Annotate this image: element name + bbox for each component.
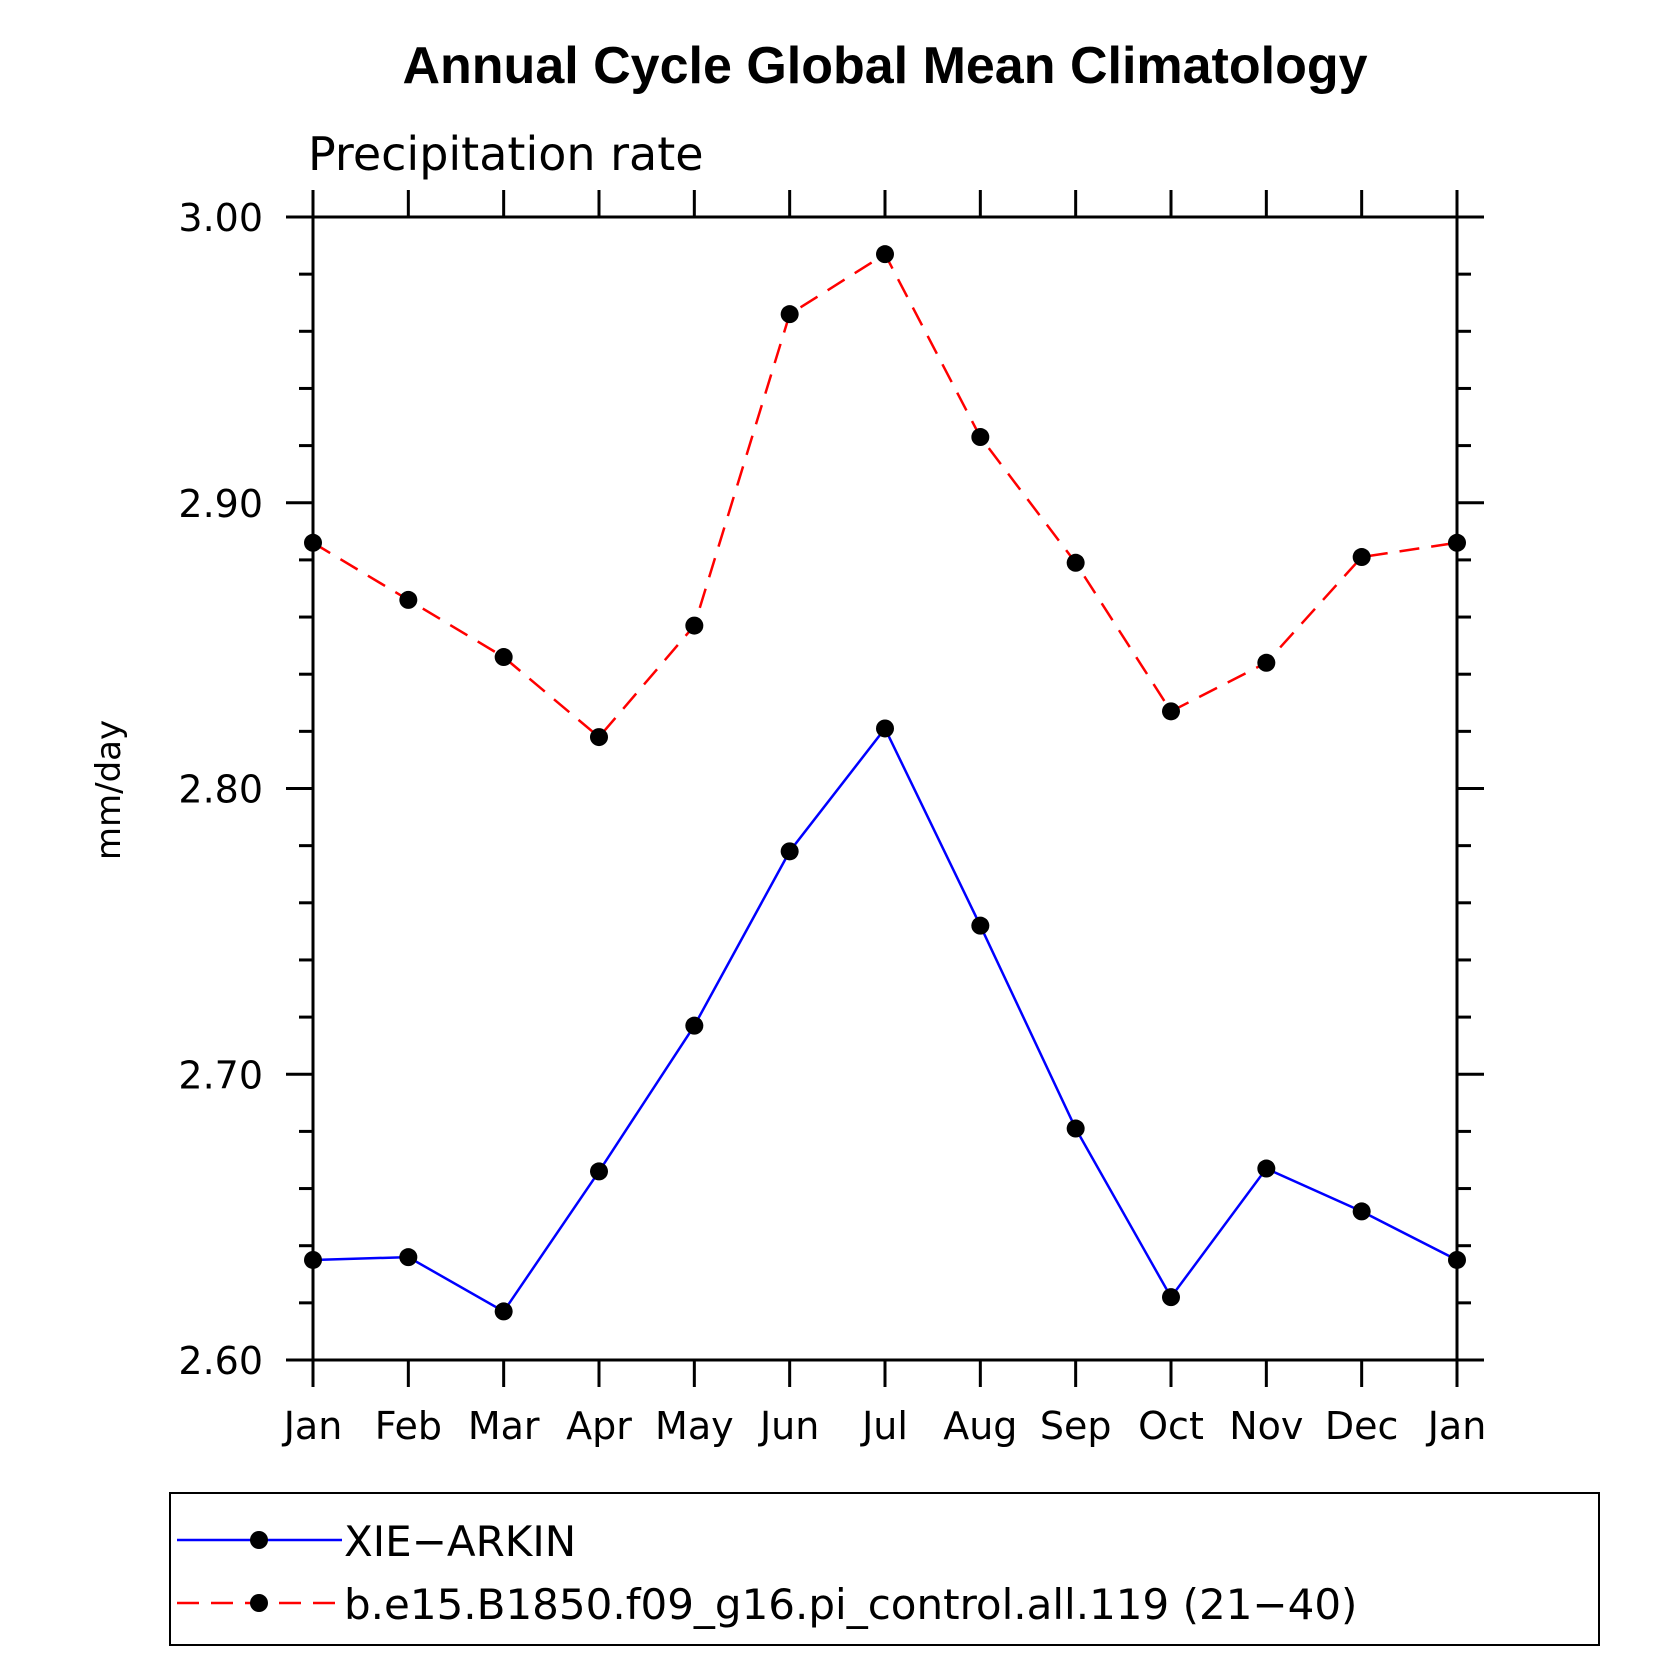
series-line-2	[312, 252, 1458, 739]
y-tick-label: 3.00	[178, 196, 263, 240]
legend-marker	[250, 1531, 268, 1549]
y-tick-label: 2.60	[178, 1339, 263, 1383]
data-point	[590, 1162, 608, 1181]
x-tick-label: Jan	[282, 1404, 343, 1448]
data-point	[780, 305, 799, 324]
data-point	[494, 1302, 513, 1321]
legend-marker	[250, 1594, 268, 1612]
data-point	[1162, 702, 1180, 721]
x-tick-label: Oct	[1138, 1404, 1204, 1448]
y-axis-label: mm/day	[89, 720, 129, 860]
y-tick-label: 2.80	[178, 768, 263, 812]
data-point	[494, 648, 513, 667]
x-tick-label: Nov	[1229, 1404, 1303, 1448]
x-tick-label: Feb	[375, 1404, 442, 1448]
data-point	[685, 1016, 704, 1035]
x-tick-label: Mar	[468, 1404, 540, 1448]
plot-frame	[311, 215, 1459, 1362]
data-point	[1257, 1159, 1276, 1178]
y-tick-label: 2.70	[178, 1053, 263, 1097]
data-point	[971, 428, 990, 447]
data-point	[1352, 1202, 1371, 1221]
data-point	[1066, 1119, 1085, 1138]
x-tick-label: Aug	[943, 1404, 1017, 1448]
x-tick-label: Apr	[566, 1404, 632, 1448]
data-point	[876, 719, 894, 738]
data-point	[780, 842, 799, 861]
x-tick-label: May	[655, 1404, 734, 1448]
data-point	[1162, 1288, 1180, 1307]
x-tick-label: Jan	[1426, 1404, 1487, 1448]
data-point	[685, 616, 704, 635]
series-line-1	[312, 726, 1458, 1314]
x-tick-label: Jun	[758, 1404, 819, 1448]
legend-label: XIE−ARKIN	[344, 1517, 576, 1566]
legend-label: b.e15.B1850.f09_g16.pi_control.all.119 (…	[344, 1580, 1357, 1629]
chart-title: Annual Cycle Global Mean Climatology	[402, 37, 1367, 95]
data-point	[971, 916, 990, 935]
x-tick-label: Sep	[1040, 1404, 1112, 1448]
data-point	[399, 590, 418, 609]
legend-box	[169, 1492, 1600, 1646]
data-point	[876, 245, 894, 264]
series-layer	[304, 245, 1466, 1321]
x-tick-label: Jul	[860, 1404, 908, 1448]
legend: XIE−ARKIN b.e15.B1850.f09_g16.pi_control.…	[169, 1492, 1600, 1646]
axis-ticks	[286, 190, 1484, 1387]
data-point	[1352, 548, 1371, 567]
x-tick-label: Dec	[1325, 1404, 1399, 1448]
data-point	[590, 728, 608, 747]
data-point	[1257, 653, 1276, 672]
data-point	[1066, 553, 1085, 572]
y-tick-label: 2.90	[178, 482, 263, 526]
chart-subtitle: Precipitation rate	[308, 127, 704, 181]
axis-tick-labels: Jan Feb Mar Apr May Jun Jul Aug Sep Oct Nov Dec Jan 2…	[178, 196, 1486, 1448]
data-point	[399, 1248, 418, 1267]
